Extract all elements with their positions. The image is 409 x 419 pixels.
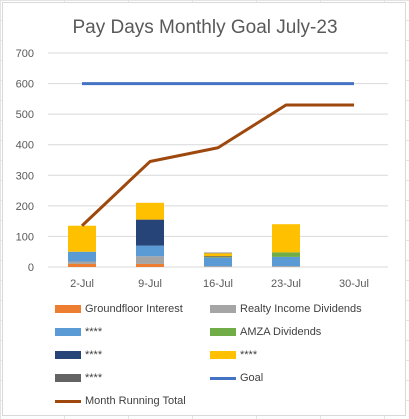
legend-label: **** <box>85 349 103 361</box>
legend-swatch <box>210 376 236 380</box>
legend-item: Goal <box>210 370 263 386</box>
x-tick-label: 30-Jul <box>339 278 369 290</box>
bar-segment <box>272 256 300 267</box>
bar-segment <box>204 257 232 258</box>
x-tick-label: 2-Jul <box>70 278 94 290</box>
legend-label: Month Running Total <box>85 395 186 407</box>
legend-swatch <box>55 305 81 313</box>
legend-label: **** <box>85 372 103 384</box>
legend-swatch <box>55 399 81 403</box>
bar-segment <box>204 256 232 258</box>
chart-title: Pay Days Monthly Goal July-23 <box>72 17 338 38</box>
y-tick-label: 500 <box>16 109 34 121</box>
x-axis-ticks: 2-Jul 9-Jul 16-Jul 23-Jul 30-Jul <box>70 278 369 290</box>
legend-swatch <box>55 374 81 382</box>
gridlines <box>48 52 388 268</box>
legend-swatch <box>55 351 81 359</box>
bar-segment <box>136 256 164 264</box>
legend-item: Groundfloor Interest <box>55 301 183 317</box>
legend-label: AMZA Dividends <box>240 326 322 338</box>
bar-segment <box>204 253 232 257</box>
bar-segment <box>68 261 96 264</box>
bar-segment <box>68 251 96 262</box>
legend-label: **** <box>240 349 258 361</box>
legend-swatch <box>210 305 236 313</box>
bar-segment <box>204 266 232 267</box>
stacked-bars <box>68 202 300 267</box>
legend-swatch <box>55 328 81 336</box>
legend-item: AMZA Dividends <box>210 324 321 340</box>
x-tick-label: 16-Jul <box>203 278 233 290</box>
bar-segment <box>204 257 232 267</box>
legend-label: **** <box>85 326 103 338</box>
x-tick-label: 23-Jul <box>271 278 301 290</box>
x-tick-label: 9-Jul <box>138 278 162 290</box>
bar-segment <box>272 224 300 253</box>
legend-item: **** <box>55 370 102 386</box>
legend-swatch <box>210 351 236 359</box>
legend-label: Groundfloor Interest <box>85 303 183 315</box>
legend-item: Realty Income Dividends <box>210 301 362 317</box>
bar-segment <box>68 225 96 252</box>
line-series <box>80 82 354 227</box>
bar-segment <box>272 252 300 257</box>
y-tick-label: 200 <box>16 201 34 213</box>
y-tick-label: 700 <box>16 48 34 60</box>
bar-segment <box>68 263 96 267</box>
legend-item: Month Running Total <box>55 393 186 409</box>
legend-swatch <box>210 328 236 336</box>
y-tick-label: 100 <box>16 231 34 243</box>
legend-item: **** <box>55 324 102 340</box>
bar-segment <box>136 263 164 267</box>
bar-segment <box>136 245 164 257</box>
y-tick-label: 400 <box>16 140 34 152</box>
bar-segment <box>136 202 164 220</box>
y-tick-label: 0 <box>28 262 34 274</box>
legend-label: Goal <box>240 372 264 384</box>
legend-label: Realty Income Dividends <box>240 303 362 315</box>
bar-segment <box>136 219 164 246</box>
bar-segment <box>272 266 300 267</box>
series-line <box>80 103 354 227</box>
y-tick-label: 600 <box>16 79 34 91</box>
legend-item: **** <box>210 347 257 363</box>
legend-item: **** <box>55 347 102 363</box>
y-axis-ticks: 0 100 200 300 400 500 600 700 <box>16 48 34 274</box>
y-tick-label: 300 <box>16 170 34 182</box>
bar-segment <box>204 252 232 254</box>
chart-frame[interactable]: Pay Days Monthly Goal July-23 0 100 200 300… <box>2 2 406 416</box>
